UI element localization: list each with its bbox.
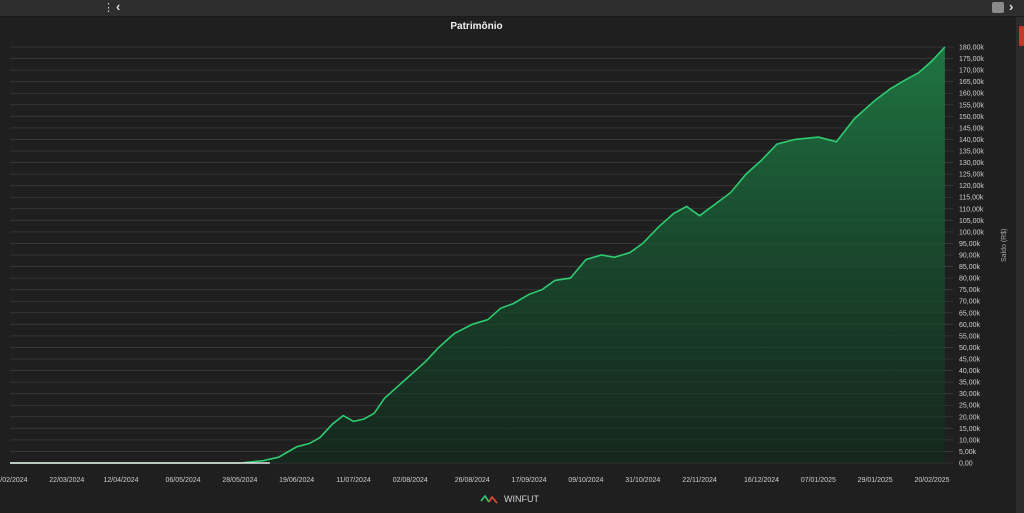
y-tick-label: 25,00k (959, 403, 981, 410)
y-tick-label: 155,00k (959, 102, 984, 109)
legend-series-icon (480, 494, 498, 504)
y-tick-label: 160,00k (959, 91, 984, 98)
chevron-left-icon[interactable]: ‹ (116, 0, 121, 14)
more-options-icon[interactable]: ⋮ (103, 2, 114, 14)
x-tick-label: 20/02/2025 (914, 477, 949, 484)
y-tick-label: 135,00k (959, 149, 984, 156)
patrimonio-chart: 0,00 5,00k 10,00k 15,00k 20,00k 25,00k 30,00k 3… (0, 45, 984, 485)
x-tick-label: 22/03/2024 (49, 477, 84, 484)
x-tick-label: 12/04/2024 (104, 477, 139, 484)
side-edge (1016, 17, 1024, 513)
y-tick-label: 55,00k (959, 333, 981, 340)
y-tick-label: 65,00k (959, 310, 981, 317)
equity-line (10, 46, 946, 464)
x-tick-label: 22/11/2024 (682, 477, 717, 484)
x-axis-ticks: 29/02/2024 22/03/2024 12/04/2024 06/05/2024… (0, 477, 950, 484)
x-tick-label: 28/05/2024 (222, 477, 257, 484)
y-tick-label: 90,00k (959, 253, 981, 260)
y-tick-label: 40,00k (959, 368, 981, 375)
y-tick-label: 80,00k (959, 276, 981, 283)
y-tick-label: 70,00k (959, 299, 981, 306)
legend[interactable]: WINFUT (480, 492, 539, 506)
y-tick-label: 30,00k (959, 391, 981, 398)
y-tick-label: 150,00k (959, 114, 984, 121)
y-tick-label: 20,00k (959, 414, 981, 421)
x-tick-label: 29/02/2024 (0, 477, 28, 484)
legend-label: WINFUT (504, 494, 539, 504)
y-tick-label: 115,00k (959, 195, 984, 202)
y-tick-label: 5,00k (959, 449, 977, 456)
chart-title: Patrimônio (450, 21, 503, 32)
x-tick-label: 06/05/2024 (166, 477, 201, 484)
window-button[interactable] (992, 2, 1004, 13)
y-tick-label: 110,00k (959, 206, 984, 213)
y-tick-label: 165,00k (959, 79, 984, 86)
x-tick-label: 29/01/2025 (858, 477, 893, 484)
y-tick-label: 50,00k (959, 345, 981, 352)
x-tick-label: 11/07/2024 (336, 477, 371, 484)
equity-area (10, 47, 945, 463)
y-tick-label: 0,00 (959, 461, 973, 468)
x-tick-label: 16/12/2024 (744, 477, 779, 484)
y-tick-label: 125,00k (959, 172, 984, 179)
x-tick-label: 02/08/2024 (393, 477, 428, 484)
y-tick-label: 130,00k (959, 160, 984, 167)
y-tick-label: 145,00k (959, 125, 984, 132)
y-tick-label: 180,00k (959, 45, 984, 52)
y-tick-label: 45,00k (959, 357, 981, 364)
x-tick-label: 19/06/2024 (279, 477, 314, 484)
y-axis-label: Saldo (R$) (1001, 228, 1008, 262)
y-tick-label: 175,00k (959, 56, 984, 63)
x-tick-label: 17/09/2024 (512, 477, 547, 484)
y-tick-label: 10,00k (959, 437, 981, 444)
y-tick-label: 95,00k (959, 241, 981, 248)
x-tick-label: 09/10/2024 (568, 477, 603, 484)
y-tick-label: 85,00k (959, 264, 981, 271)
x-tick-label: 07/01/2025 (801, 477, 836, 484)
y-tick-label: 105,00k (959, 218, 984, 225)
y-tick-label: 140,00k (959, 137, 984, 144)
side-indicator[interactable] (1019, 26, 1024, 46)
y-tick-label: 60,00k (959, 322, 981, 329)
y-axis-ticks: 0,00 5,00k 10,00k 15,00k 20,00k 25,00k 30,00k 3… (959, 45, 984, 468)
x-tick-label: 26/08/2024 (455, 477, 490, 484)
top-toolbar: ⋮ ‹ › (0, 0, 1024, 17)
y-tick-label: 120,00k (959, 183, 984, 190)
x-tick-label: 31/10/2024 (625, 477, 660, 484)
y-tick-label: 35,00k (959, 380, 981, 387)
y-tick-label: 100,00k (959, 229, 984, 236)
chevron-right-icon[interactable]: › (1009, 0, 1014, 14)
y-tick-label: 15,00k (959, 426, 981, 433)
y-tick-label: 170,00k (959, 68, 984, 75)
y-tick-label: 75,00k (959, 287, 981, 294)
